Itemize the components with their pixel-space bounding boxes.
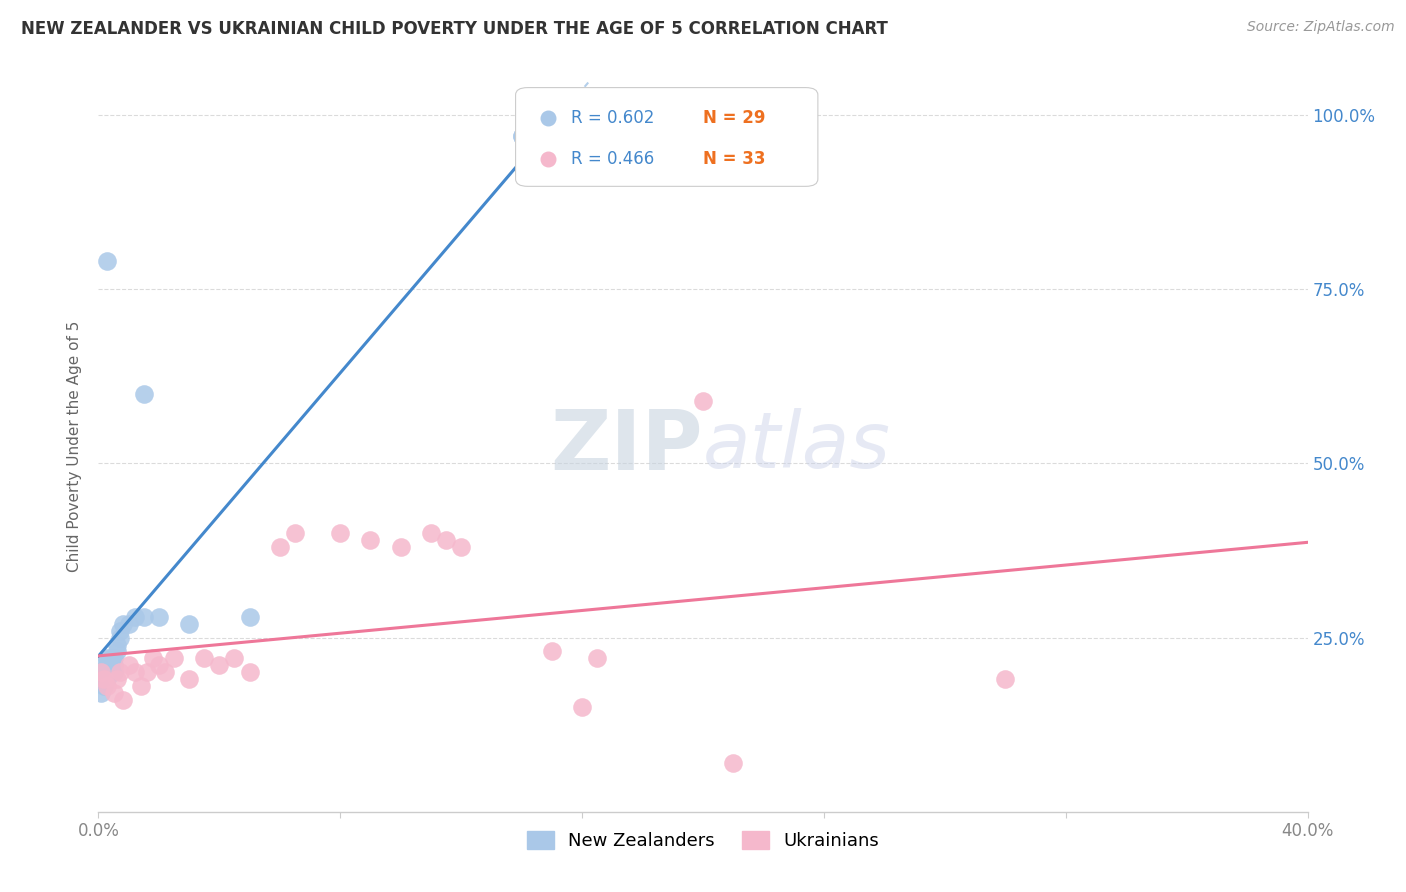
Point <box>1212 145 1234 159</box>
Text: N = 33: N = 33 <box>703 150 765 168</box>
Point <box>96 673 118 687</box>
Point <box>692 393 714 408</box>
Point <box>118 616 141 631</box>
Point <box>163 651 186 665</box>
Text: N = 29: N = 29 <box>703 110 765 128</box>
Point <box>105 673 128 687</box>
Point <box>434 533 457 547</box>
Point <box>103 658 125 673</box>
Text: Source: ZipAtlas.com: Source: ZipAtlas.com <box>1247 20 1395 34</box>
Point <box>994 673 1017 687</box>
Point <box>124 609 146 624</box>
Point <box>90 673 112 687</box>
Point <box>208 658 231 673</box>
Legend: New Zealanders, Ukrainians: New Zealanders, Ukrainians <box>520 823 886 857</box>
Point <box>360 533 382 547</box>
Point <box>111 616 134 631</box>
Point <box>132 609 155 624</box>
Point <box>90 665 112 680</box>
Text: ZIP: ZIP <box>551 406 703 486</box>
Point <box>111 693 134 707</box>
Point <box>105 638 128 652</box>
Point <box>239 665 262 680</box>
Point <box>450 540 472 554</box>
Point <box>96 679 118 693</box>
Point <box>284 526 307 541</box>
Point <box>103 686 125 700</box>
Point <box>389 540 412 554</box>
Point <box>90 686 112 700</box>
Point <box>153 665 176 680</box>
Point <box>93 673 115 687</box>
Text: NEW ZEALANDER VS UKRAINIAN CHILD POVERTY UNDER THE AGE OF 5 CORRELATION CHART: NEW ZEALANDER VS UKRAINIAN CHILD POVERTY… <box>21 20 889 37</box>
Point <box>179 673 201 687</box>
Text: R = 0.602: R = 0.602 <box>571 110 655 128</box>
Point <box>96 651 118 665</box>
Point <box>100 658 122 673</box>
Point <box>93 679 115 693</box>
Point <box>142 651 165 665</box>
Point <box>93 658 115 673</box>
Point <box>124 665 146 680</box>
Point <box>108 624 131 638</box>
Point <box>329 526 352 541</box>
Point <box>108 631 131 645</box>
Point <box>148 658 170 673</box>
Point <box>118 658 141 673</box>
Point <box>224 651 246 665</box>
Point <box>586 651 609 665</box>
Point <box>1212 183 1234 197</box>
FancyBboxPatch shape <box>516 87 818 186</box>
Point <box>129 679 152 693</box>
Point <box>193 651 215 665</box>
Point <box>723 756 745 770</box>
Point <box>108 665 131 680</box>
Point <box>96 658 118 673</box>
Point <box>510 128 533 143</box>
Point <box>100 651 122 665</box>
Point <box>269 540 291 554</box>
Point <box>510 128 533 143</box>
Point <box>179 616 201 631</box>
Point <box>239 609 262 624</box>
Point <box>90 665 112 680</box>
Point <box>93 665 115 680</box>
Point <box>105 644 128 658</box>
Point <box>103 665 125 680</box>
Point <box>135 665 157 680</box>
Point <box>132 386 155 401</box>
Point <box>571 700 593 714</box>
Y-axis label: Child Poverty Under the Age of 5: Child Poverty Under the Age of 5 <box>67 320 83 572</box>
Point <box>96 254 118 268</box>
Point <box>540 644 562 658</box>
Point <box>103 651 125 665</box>
Text: atlas: atlas <box>703 408 891 484</box>
Point <box>420 526 443 541</box>
Text: R = 0.466: R = 0.466 <box>571 150 654 168</box>
Point <box>148 609 170 624</box>
